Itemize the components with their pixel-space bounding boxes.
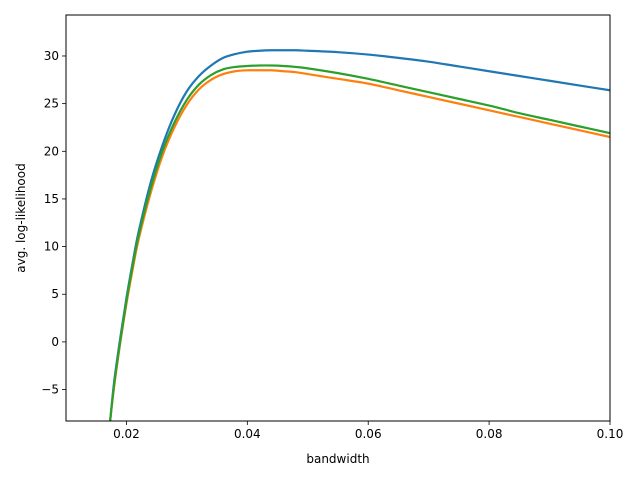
x-tick-label: 0.10 (597, 427, 624, 441)
series-line-2 (109, 69, 610, 421)
y-tick-label: 10 (44, 240, 59, 254)
y-axis-ticks: −5 0 5 10 15 20 25 30 (41, 49, 66, 397)
x-axis-ticks: 0.02 0.04 0.06 0.08 0.10 (113, 421, 623, 441)
y-tick-label: 30 (44, 49, 59, 63)
series-lines (109, 49, 610, 421)
y-tick-label: 15 (44, 192, 59, 206)
y-tick-label: 5 (51, 287, 59, 301)
y-tick-label: 0 (51, 335, 59, 349)
y-axis-label: avg. log-likelihood (14, 163, 28, 272)
x-tick-label: 0.06 (355, 427, 382, 441)
series-line-3 (109, 64, 610, 421)
y-tick-label: −5 (41, 383, 59, 397)
x-axis-label: bandwidth (306, 452, 369, 466)
y-tick-label: 20 (44, 144, 59, 158)
x-tick-label: 0.04 (234, 427, 261, 441)
x-tick-label: 0.08 (476, 427, 503, 441)
x-tick-label: 0.02 (113, 427, 140, 441)
y-tick-label: 25 (44, 97, 59, 111)
plot-frame (65, 14, 611, 422)
